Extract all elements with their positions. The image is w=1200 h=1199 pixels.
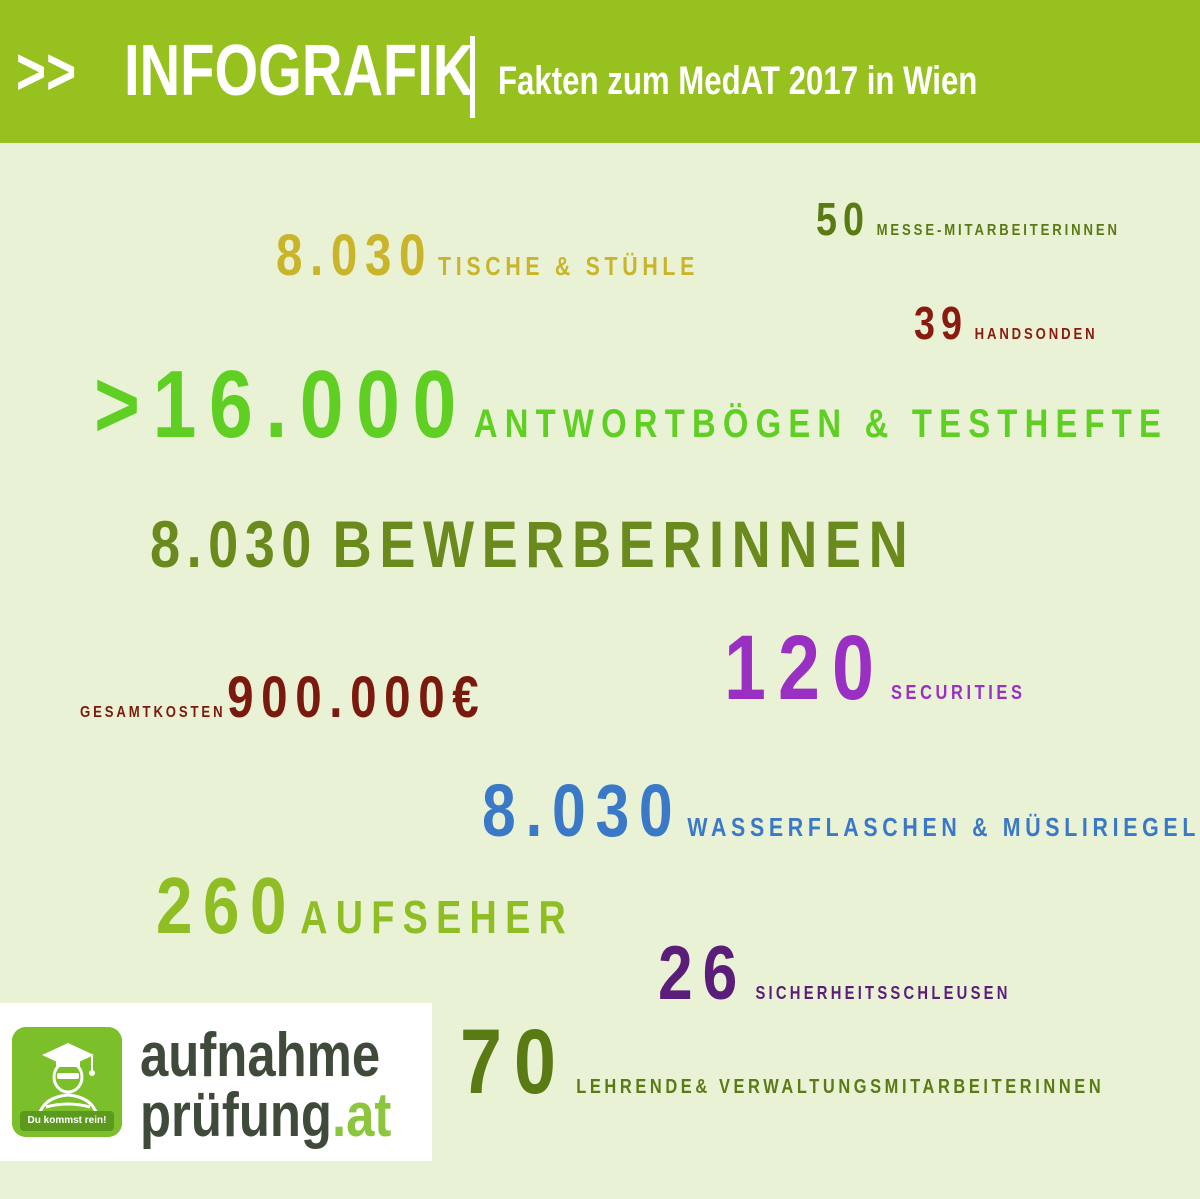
fact-label: AUFSEHER — [300, 891, 575, 943]
fact-antwortboegen: >16.000 ANTWORTBÖGEN & TESTHEFTE — [94, 350, 1168, 460]
fact-value: 8.030 — [276, 223, 434, 288]
fact-lehrende: 70 LEHRENDE& VERWALTUNGSMITARBEITERINNEN — [460, 1010, 1104, 1115]
logo-word-pruefung-text: prüfung — [140, 1081, 332, 1150]
header-banner: >> INFOGRAFIK Fakten zum MedAT 2017 in W… — [0, 0, 1200, 143]
header-title: INFOGRAFIK — [124, 31, 474, 111]
fact-label: LEHRENDE& VERWALTUNGSMITARBEITERINNEN — [576, 1076, 1105, 1098]
fact-label: WASSERFLASCHEN & MÜSLIRIEGEL — [687, 812, 1200, 842]
fact-gesamtkosten: GESAMTKOSTEN 900.000€ — [80, 664, 486, 731]
logo-word-pruefung: prüfung.at — [140, 1085, 391, 1147]
logo-word-aufnahme: aufnahme — [140, 1021, 381, 1090]
fact-bewerberinnen: 8.030 BEWERBERINNEN — [150, 506, 915, 582]
fact-value: 50 — [816, 193, 871, 245]
header-prefix: >> — [16, 34, 77, 108]
fact-label: GESAMTKOSTEN — [80, 704, 226, 721]
fact-label: ANTWORTBÖGEN & TESTHEFTE — [473, 402, 1169, 446]
logo-tld: .at — [331, 1081, 392, 1150]
fact-label: MESSE-MITARBEITERINNEN — [876, 222, 1120, 239]
header-subtitle: Fakten zum MedAT 2017 in Wien — [498, 59, 978, 103]
fact-value: 39 — [914, 297, 969, 349]
fact-handsonden: 39 HANDSONDEN — [914, 296, 1097, 350]
brand-logo[interactable]: Du kommst rein! aufnahme prüfung.at — [0, 1003, 432, 1161]
fact-aufseher: 260 AUFSEHER — [156, 860, 574, 952]
fact-label: SICHERHEITSSCHLEUSEN — [755, 983, 1011, 1003]
fact-messe: 50 MESSE-MITARBEITERINNEN — [816, 192, 1120, 246]
fact-securities: 120 SECURITIES — [724, 616, 1026, 721]
graduate-mascot-icon: Du kommst rein! — [12, 1027, 122, 1137]
fact-label: HANDSONDEN — [974, 326, 1098, 343]
fact-value: 120 — [724, 617, 887, 719]
fact-label: TISCHE & STÜHLE — [437, 251, 700, 281]
fact-value: 70 — [460, 1011, 569, 1113]
fact-value: 26 — [658, 931, 748, 1016]
fact-value: 900.000€ — [227, 665, 487, 730]
header-divider — [470, 36, 475, 118]
logo-tagline: Du kommst rein! — [20, 1111, 114, 1131]
fact-value: 8.030 — [150, 507, 318, 581]
fact-label: BEWERBERINNEN — [332, 507, 916, 581]
fact-tische: 8.030 TISCHE & STÜHLE — [276, 222, 699, 289]
fact-value: >16.000 — [94, 351, 469, 458]
fact-wasserflaschen: 8.030 WASSERFLASCHEN & MÜSLIRIEGEL — [482, 768, 1200, 853]
fact-sicherheitsschleusen: 26 SICHERHEITSSCHLEUSEN — [658, 930, 1011, 1017]
fact-value: 260 — [156, 861, 297, 950]
fact-label: SECURITIES — [891, 682, 1026, 704]
fact-value: 8.030 — [482, 769, 683, 852]
